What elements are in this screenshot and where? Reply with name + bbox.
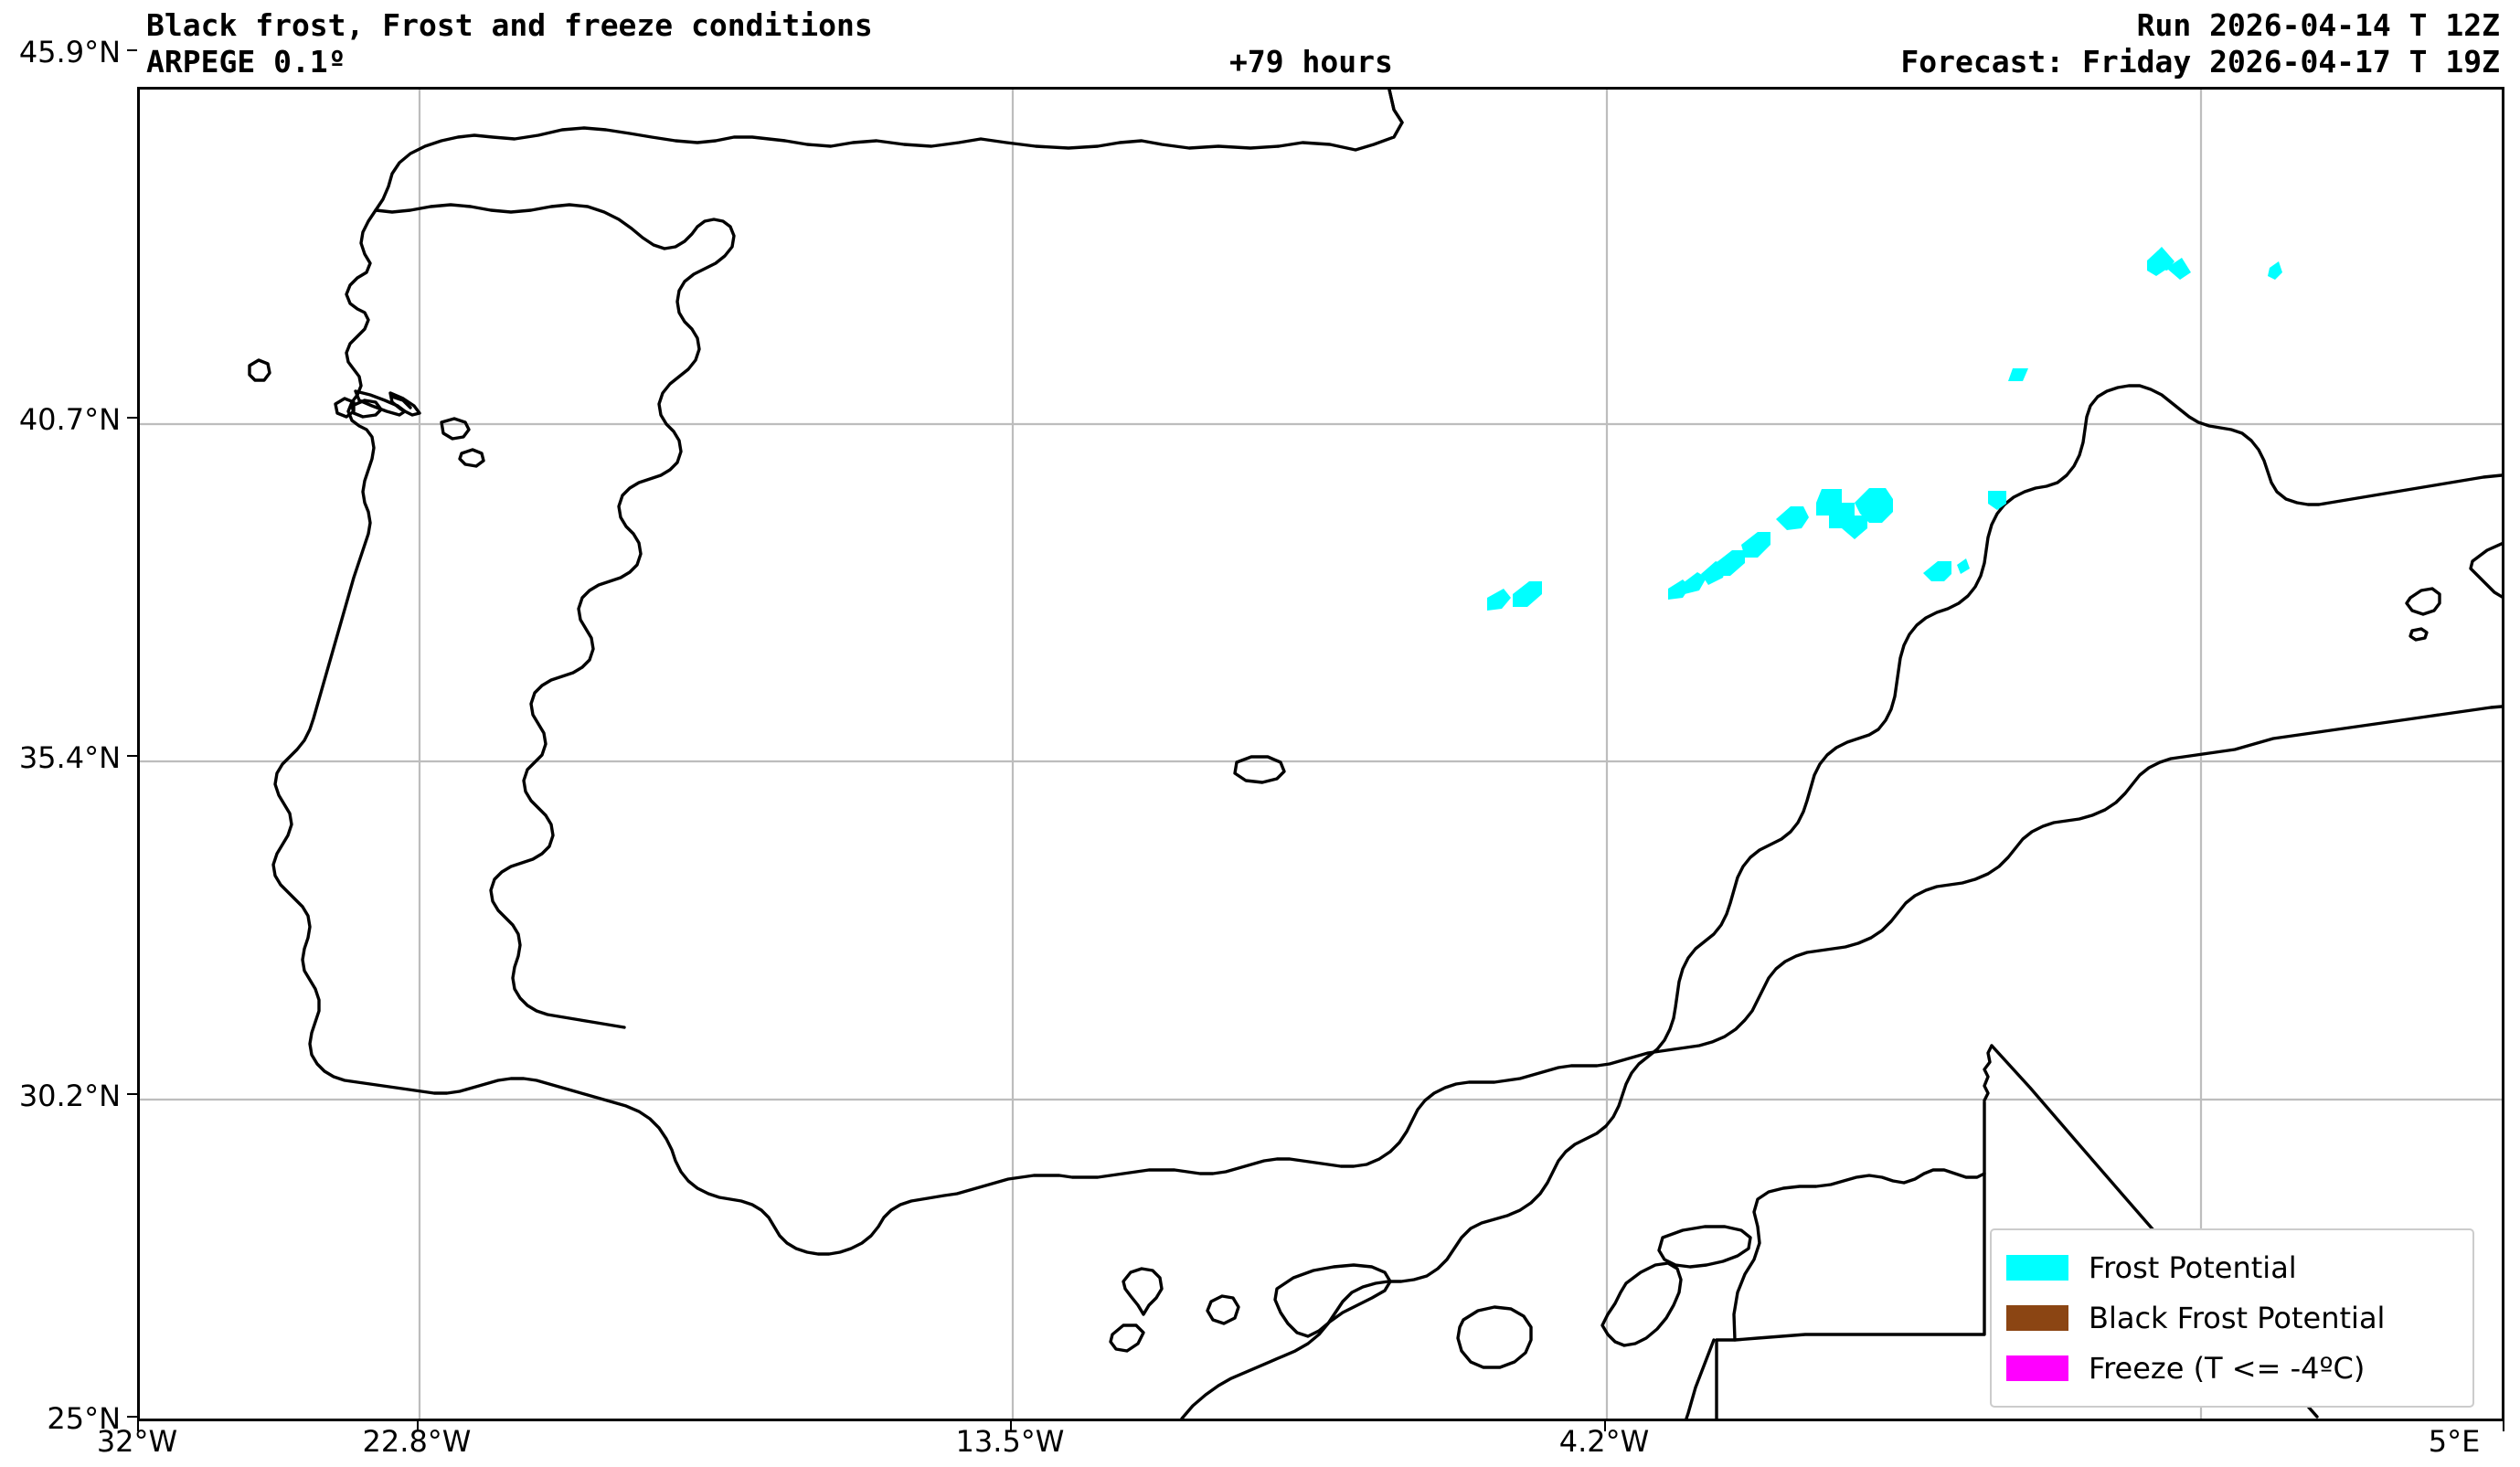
legend-item-freeze: Freeze (T <= -4ºC) — [2006, 1343, 2458, 1393]
y-tick-label: 30.2°N — [18, 1079, 121, 1113]
y-tick-label: 45.9°N — [18, 35, 121, 69]
header-bar: Black frost, Frost and freeze conditions… — [0, 0, 2520, 87]
x-tick-mark — [1010, 1421, 1012, 1431]
y-tick-mark — [127, 417, 137, 419]
legend-label-freeze: Freeze (T <= -4ºC) — [2089, 1350, 2366, 1386]
x-tick-label: 22.8°W — [362, 1424, 472, 1459]
y-tick-mark — [127, 1416, 137, 1418]
y-tick-label: 40.7°N — [18, 402, 121, 437]
y-tick-mark — [127, 49, 137, 51]
x-tick-label: 5°E — [2428, 1424, 2481, 1459]
legend-item-black-frost-potential: Black Frost Potential — [2006, 1292, 2458, 1343]
legend-swatch-black-frost-potential — [2006, 1304, 2068, 1331]
legend-swatch-freeze — [2006, 1355, 2068, 1381]
map-plot-area — [137, 87, 2504, 1421]
y-tick-mark — [127, 1093, 137, 1095]
map-coastlines — [248, 90, 2502, 1419]
x-tick-mark — [137, 1421, 139, 1431]
legend-swatch-frost-potential — [2006, 1254, 2068, 1281]
model-label: ARPEGE 0.1º — [146, 44, 346, 80]
x-tick-label: 13.5°W — [955, 1424, 1065, 1459]
page-title: Black frost, Frost and freeze conditions — [146, 7, 873, 43]
x-tick-mark — [417, 1421, 419, 1431]
map-canvas — [140, 90, 2502, 1419]
y-tick-label: 35.4°N — [18, 740, 121, 775]
y-tick-mark — [127, 755, 137, 757]
x-tick-mark — [2503, 1421, 2504, 1431]
frost-potential-cells — [1487, 247, 2282, 611]
y-tick-label: 25°N — [47, 1401, 121, 1436]
map-legend: Frost Potential Black Frost Potential Fr… — [1990, 1228, 2474, 1408]
forecast-time-label: Forecast: Friday 2026-04-17 T 19Z — [1900, 44, 2500, 80]
legend-label-frost-potential: Frost Potential — [2089, 1249, 2297, 1285]
run-time-label: Run 2026-04-14 T 12Z — [2136, 7, 2500, 43]
x-tick-label: 32°W — [96, 1424, 178, 1459]
map-gridlines — [140, 90, 2502, 1419]
legend-item-frost-potential: Frost Potential — [2006, 1242, 2458, 1292]
x-tick-mark — [1604, 1421, 1606, 1431]
legend-label-black-frost-potential: Black Frost Potential — [2089, 1300, 2386, 1335]
lead-time-label: +79 hours — [1229, 44, 1393, 80]
